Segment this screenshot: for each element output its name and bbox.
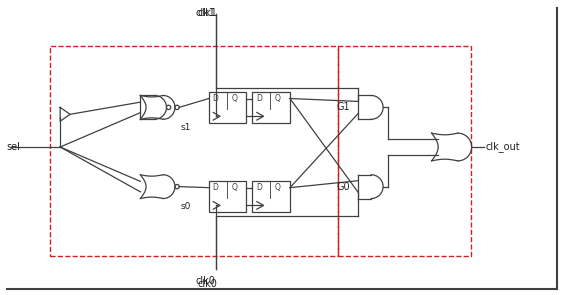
Text: clk0: clk0	[196, 276, 215, 286]
Text: Q: Q	[275, 94, 281, 103]
Text: s0: s0	[180, 202, 191, 212]
Text: Q: Q	[275, 183, 281, 192]
Text: Q: Q	[231, 94, 237, 103]
Text: G1: G1	[337, 102, 351, 112]
Bar	[252, 181, 290, 212]
Bar	[50, 46, 337, 256]
Text: sel: sel	[7, 142, 21, 152]
Text: clk1: clk1	[196, 8, 215, 18]
Bar	[252, 91, 290, 123]
Text: clk_out: clk_out	[485, 142, 520, 153]
Text: D: D	[256, 94, 262, 103]
Text: clk1: clk1	[198, 8, 218, 18]
Bar	[337, 46, 471, 256]
Text: D: D	[213, 183, 218, 192]
Text: Q: Q	[231, 183, 237, 192]
Bar	[209, 91, 246, 123]
Text: D: D	[256, 183, 262, 192]
Text: G0: G0	[337, 182, 351, 192]
Text: s1: s1	[180, 123, 191, 132]
Text: clk0: clk0	[198, 279, 218, 289]
Bar	[209, 181, 246, 212]
Text: D: D	[213, 94, 218, 103]
